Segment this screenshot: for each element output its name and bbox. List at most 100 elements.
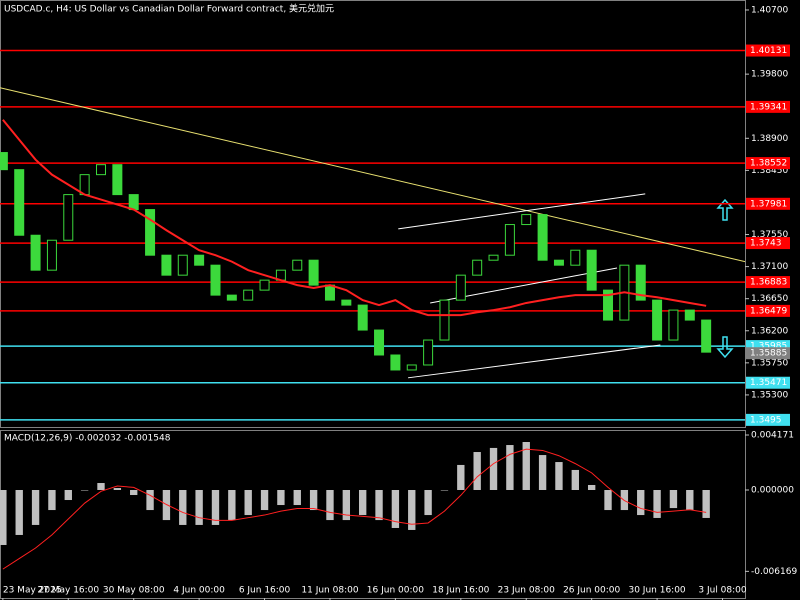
y-tick-label: 1.35300 <box>751 390 788 400</box>
indicator-title: MACD(12,26,9) -0.002032 -0.001548 <box>4 434 171 444</box>
level-label-box <box>746 304 790 317</box>
level-label-box <box>746 413 790 426</box>
y-tick-label: -0.006169 <box>751 567 797 577</box>
y-tick-label: 1.40700 <box>751 5 788 15</box>
candle <box>194 254 205 266</box>
histogram-bar <box>211 490 220 525</box>
candle <box>63 194 74 241</box>
x-tick-label: 23 May 2025 <box>3 586 62 596</box>
x-tick-label: 23 Jun 08:00 <box>498 586 555 596</box>
x-tick-label: 11 Jun 08:00 <box>301 586 358 596</box>
candle <box>145 209 156 256</box>
histogram-bar <box>669 490 678 509</box>
candle <box>374 329 385 356</box>
level-label: 1.40131 <box>750 46 787 56</box>
level-label-box <box>746 197 790 210</box>
y-tick-label: 1.39800 <box>751 70 788 80</box>
histogram-bar <box>391 490 400 528</box>
histogram-bar <box>457 464 465 490</box>
candle <box>341 299 352 306</box>
candle <box>308 259 319 286</box>
histogram-bar <box>571 469 579 490</box>
candle <box>537 214 548 261</box>
level-label: 1.36479 <box>750 306 787 316</box>
candle <box>226 294 237 301</box>
y-tick-label: 1.37550 <box>751 230 788 240</box>
histogram-bar <box>637 490 645 516</box>
y-tick-label: 1.35750 <box>751 358 788 368</box>
y-tick-label: 0.004171 <box>751 430 794 440</box>
histogram-bar <box>702 490 710 518</box>
candle <box>603 289 614 321</box>
histogram-bar <box>342 490 351 521</box>
y-tick-label: 1.36650 <box>751 294 788 304</box>
histogram-bar <box>48 490 56 511</box>
level-label-box <box>746 237 790 250</box>
candle <box>521 214 532 226</box>
candle <box>570 249 581 266</box>
candle <box>128 194 139 211</box>
trendline <box>398 193 646 230</box>
chart-title: USDCAD.c, H4: US Dollar vs Canadian Doll… <box>4 3 334 15</box>
histogram-bar <box>31 490 40 525</box>
candle <box>0 152 8 171</box>
x-tick-label: 26 Jun 00:00 <box>563 586 620 596</box>
histogram-bar <box>64 490 72 501</box>
histogram-bar <box>309 490 318 511</box>
histogram-bar <box>686 490 694 511</box>
candle <box>324 284 335 301</box>
x-tick-label: 27 May 16:00 <box>37 586 99 596</box>
trendline <box>408 344 661 379</box>
level-label-box <box>746 157 790 170</box>
histogram-bar <box>179 490 187 525</box>
down-arrow <box>716 336 734 359</box>
histogram-bar <box>260 490 269 511</box>
histogram-bar <box>604 490 612 511</box>
histogram-bar <box>80 490 89 491</box>
histogram-bar <box>375 490 383 521</box>
up-arrow <box>716 198 734 221</box>
candle <box>210 264 221 296</box>
level-label: 1.3495 <box>750 415 782 425</box>
histogram-bar <box>244 490 252 516</box>
y-tick-label: 1.36200 <box>751 326 788 336</box>
level-label: 1.38552 <box>750 159 787 169</box>
level-label: 1.35471 <box>750 378 787 388</box>
candle <box>635 264 646 301</box>
candle <box>439 299 450 341</box>
histogram-bar <box>587 484 596 490</box>
trendline <box>0 87 746 263</box>
histogram-bar <box>113 488 122 490</box>
x-tick-label: 3 Jul 08:00 <box>698 586 747 596</box>
histogram-bar <box>522 442 530 490</box>
candle <box>504 224 515 256</box>
candle <box>406 364 417 371</box>
histogram-bar <box>326 490 334 521</box>
level-label: 1.39341 <box>750 102 787 112</box>
histogram-bar <box>146 490 154 511</box>
x-tick-label: 30 Jun 16:00 <box>628 586 685 596</box>
y-tick-label: 1.38450 <box>751 166 788 176</box>
x-tick-label: 30 May 08:00 <box>103 586 165 596</box>
histogram-bar <box>489 447 498 490</box>
level-label-box <box>746 276 790 289</box>
x-tick-label: 18 Jun 16:00 <box>432 586 489 596</box>
candle <box>488 254 499 261</box>
candle <box>177 254 188 276</box>
histogram-bar <box>97 483 105 490</box>
candle <box>292 259 303 271</box>
candle <box>553 259 564 266</box>
level-label-box <box>746 376 790 389</box>
level-label: 1.35985 <box>750 342 787 352</box>
current-price-label: 1.35885 <box>750 349 787 359</box>
level-label: 1.37981 <box>750 199 787 209</box>
histogram-bar <box>195 490 203 525</box>
level-label: 1.3743 <box>750 239 782 249</box>
histogram-bar <box>555 462 563 490</box>
candle <box>112 164 123 196</box>
histogram-bar <box>538 455 547 490</box>
y-tick-label: 1.38900 <box>751 134 788 144</box>
